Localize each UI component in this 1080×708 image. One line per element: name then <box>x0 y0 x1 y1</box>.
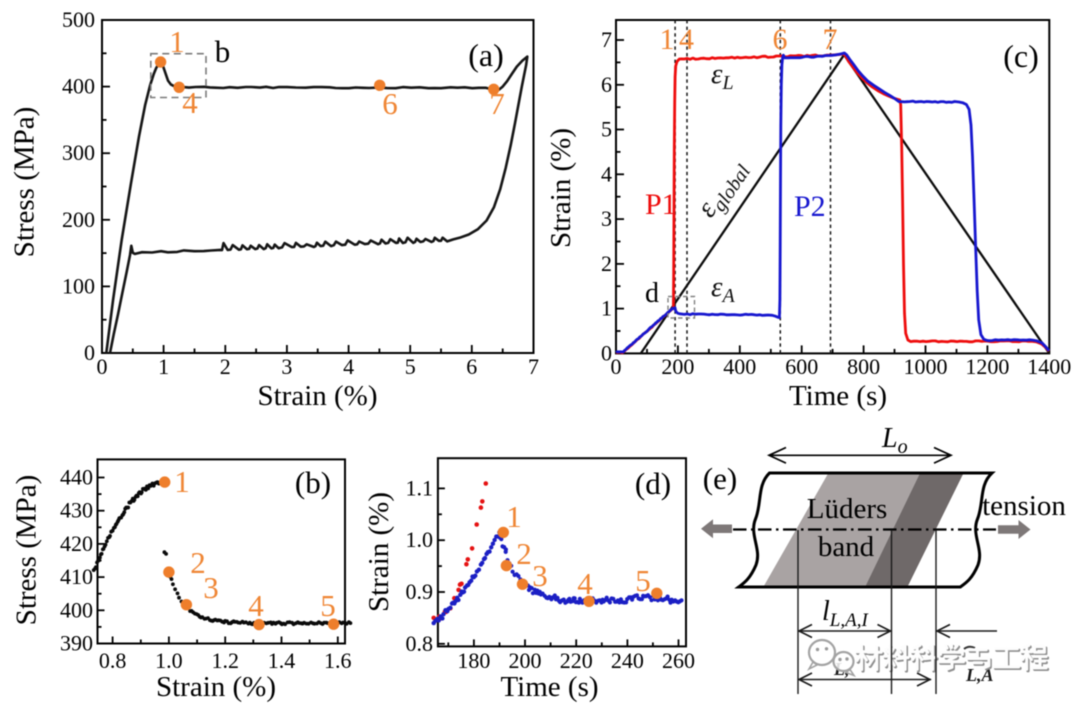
svg-text:7: 7 <box>601 27 612 52</box>
svg-text:100: 100 <box>62 273 95 298</box>
svg-text:1.0: 1.0 <box>155 648 183 673</box>
svg-text:d: d <box>645 278 659 309</box>
svg-text:Stress (MPa): Stress (MPa) <box>9 107 41 258</box>
svg-text:600: 600 <box>785 354 818 379</box>
svg-text:400: 400 <box>62 74 95 99</box>
svg-text:0.8: 0.8 <box>406 631 434 656</box>
svg-text:1.4: 1.4 <box>268 648 296 673</box>
svg-text:5: 5 <box>635 563 651 598</box>
svg-text:6: 6 <box>601 72 612 97</box>
svg-text:260: 260 <box>662 648 695 673</box>
svg-text:1.6: 1.6 <box>324 648 352 673</box>
svg-text:band: band <box>818 531 875 563</box>
svg-text:420: 420 <box>60 531 93 556</box>
svg-text:2: 2 <box>601 251 612 276</box>
svg-text:Strain (%): Strain (%) <box>363 492 395 612</box>
svg-text:2: 2 <box>190 545 206 580</box>
svg-text:(c): (c) <box>1003 38 1039 74</box>
svg-text:Strain (%): Strain (%) <box>545 128 577 248</box>
svg-text:3: 3 <box>203 570 219 605</box>
svg-text:(e): (e) <box>703 461 737 496</box>
svg-text:240: 240 <box>611 648 644 673</box>
svg-text:300: 300 <box>62 140 95 165</box>
svg-text:4: 4 <box>601 161 612 186</box>
svg-text:2: 2 <box>220 354 231 379</box>
svg-text:Time (s): Time (s) <box>500 671 598 703</box>
svg-text:7: 7 <box>823 23 838 56</box>
svg-text:6: 6 <box>773 23 788 56</box>
svg-text:410: 410 <box>60 564 93 589</box>
svg-text:(a): (a) <box>468 37 504 73</box>
svg-text:800: 800 <box>847 354 880 379</box>
svg-text:1000: 1000 <box>904 354 948 379</box>
svg-text:Strain (%): Strain (%) <box>258 380 378 412</box>
svg-text:4: 4 <box>182 85 198 120</box>
svg-text:1: 1 <box>174 464 190 499</box>
svg-text:0: 0 <box>97 354 108 379</box>
svg-text:0.8: 0.8 <box>99 648 127 673</box>
svg-text:b: b <box>215 34 231 69</box>
svg-text:1: 1 <box>660 23 675 56</box>
svg-text:P1: P1 <box>645 188 677 221</box>
svg-text:3: 3 <box>601 206 612 231</box>
svg-text:200: 200 <box>509 648 542 673</box>
svg-text:Stress (MPa): Stress (MPa) <box>11 475 43 626</box>
svg-text:6: 6 <box>382 86 398 121</box>
svg-text:3: 3 <box>532 558 548 593</box>
svg-text:0: 0 <box>84 340 95 365</box>
svg-text:P2: P2 <box>794 190 826 223</box>
svg-text:2: 2 <box>516 536 532 571</box>
svg-text:1400: 1400 <box>1027 354 1071 379</box>
svg-text:390: 390 <box>60 631 93 656</box>
svg-text:1: 1 <box>601 296 612 321</box>
svg-text:4: 4 <box>577 566 593 601</box>
svg-text:3: 3 <box>281 354 292 379</box>
svg-text:4: 4 <box>248 588 264 623</box>
svg-text:Strain (%): Strain (%) <box>156 671 276 703</box>
svg-text:5: 5 <box>601 117 612 142</box>
svg-text:500: 500 <box>62 7 95 32</box>
svg-text:6: 6 <box>466 354 477 379</box>
svg-text:430: 430 <box>60 498 93 523</box>
svg-text:5: 5 <box>405 354 416 379</box>
svg-text:220: 220 <box>560 648 593 673</box>
svg-text:tension: tension <box>982 490 1066 522</box>
svg-text:0: 0 <box>601 340 612 365</box>
svg-text:Time (s): Time (s) <box>789 380 887 412</box>
svg-text:400: 400 <box>60 597 93 622</box>
svg-text:1.1: 1.1 <box>406 475 434 500</box>
svg-text:200: 200 <box>62 207 95 232</box>
svg-text:(d): (d) <box>635 466 671 501</box>
svg-text:1: 1 <box>506 499 522 534</box>
svg-text:1.0: 1.0 <box>406 527 434 552</box>
svg-text:1200: 1200 <box>965 354 1009 379</box>
svg-text:7: 7 <box>528 354 539 379</box>
svg-text:5: 5 <box>320 588 336 623</box>
svg-text:440: 440 <box>60 465 93 490</box>
svg-text:1: 1 <box>169 24 185 59</box>
svg-text:4: 4 <box>343 354 354 379</box>
svg-text:0: 0 <box>611 354 622 379</box>
svg-text:4: 4 <box>679 23 694 56</box>
svg-text:Lüders: Lüders <box>807 493 888 525</box>
svg-text:400: 400 <box>723 354 756 379</box>
svg-text:(b): (b) <box>295 465 331 500</box>
svg-text:180: 180 <box>457 648 490 673</box>
svg-text:200: 200 <box>661 354 694 379</box>
svg-text:7: 7 <box>489 86 505 121</box>
svg-text:0.9: 0.9 <box>406 579 434 604</box>
svg-text:1.2: 1.2 <box>211 648 239 673</box>
svg-text:1: 1 <box>158 354 169 379</box>
